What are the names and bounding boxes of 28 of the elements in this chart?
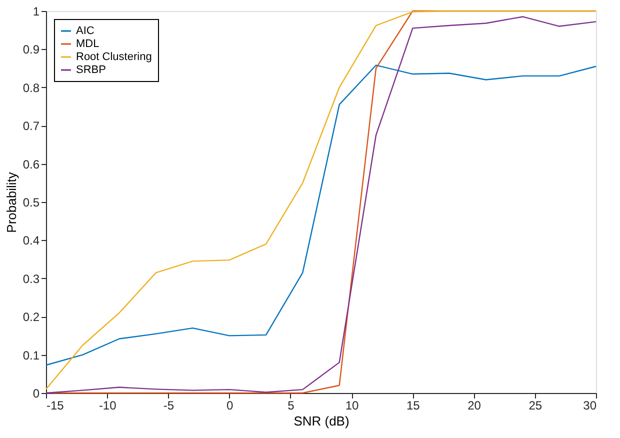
x-tick-label: 30 [583,398,597,412]
x-tick-label: 15 [406,398,420,412]
x-tick-label: 5 [288,398,295,412]
legend-label: AIC [76,25,94,37]
legend-label: SRBP [76,64,106,76]
y-tick-label: 0.1 [22,348,40,362]
line-series [45,64,597,366]
x-tick-label: 20 [468,398,482,412]
x-tick-label: 0 [226,398,234,412]
x-axis-title: SNR (dB) [294,414,350,428]
y-tick-label: 0.3 [22,272,40,286]
y-axis-title: Probability [4,172,19,233]
y-tick-label: 0.7 [22,119,40,134]
y-tick-label: 0.2 [22,310,40,324]
x-tick-label: 25 [528,398,542,412]
y-tick-label: 0.6 [22,157,40,172]
x-tick-label: -10 [98,398,117,412]
x-tick-label: 10 [345,398,360,412]
y-tick-label: 0.8 [22,80,40,95]
y-tick-label: 1 [32,4,40,18]
y-tick-label: 0.4 [22,234,40,248]
y-tick-label: 0.9 [22,42,40,57]
y-tick-label: 0.5 [22,196,40,210]
x-tick-label: -15 [46,398,64,412]
x-tick-label: -5 [163,398,174,412]
legend-label: Root Clustering [76,51,152,63]
legend-label: MDL [76,38,100,50]
y-tick-label: 0 [32,386,40,400]
